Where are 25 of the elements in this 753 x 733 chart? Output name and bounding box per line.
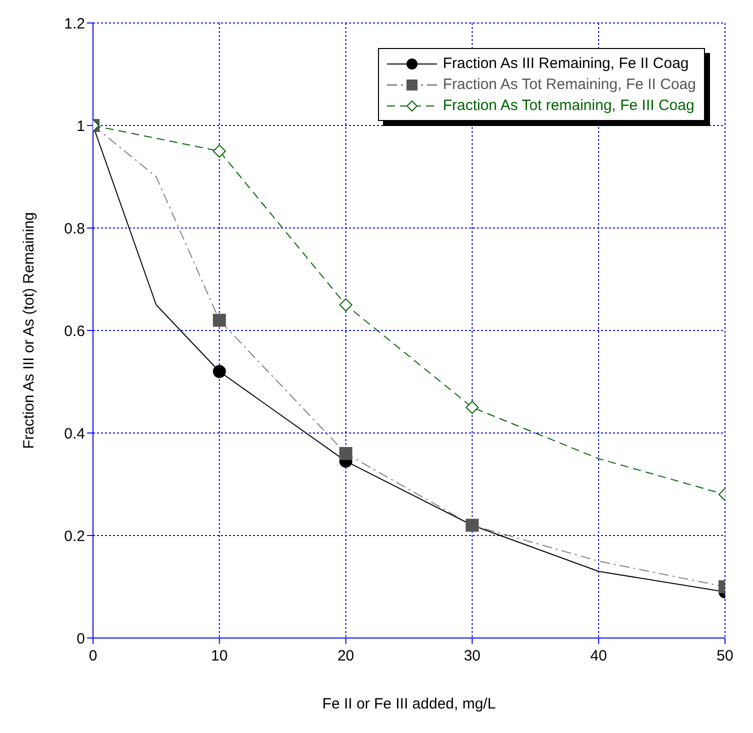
y-tick-label: 0: [76, 630, 85, 648]
y-tick-label: 0.6: [64, 322, 85, 340]
legend-label: Fraction As Tot Remaining, Fe II Coag: [442, 75, 696, 95]
point: [212, 314, 226, 327]
legend-label: Fraction As Tot remaining, Fe III Coag: [442, 96, 694, 116]
x-tick-label: 30: [464, 648, 481, 665]
x-tick-label: 20: [337, 648, 354, 665]
x-tick-label: 50: [716, 648, 734, 665]
y-axis-title: Fraction As III or As (tot) Remaining: [20, 212, 38, 449]
y-tick-label: 0.8: [64, 220, 85, 238]
point: [212, 144, 226, 158]
point: [339, 298, 352, 312]
y-tick-label: 1: [76, 118, 85, 135]
y-tick-label: 0.2: [64, 528, 85, 545]
x-tick-label: 10: [211, 648, 228, 665]
point: [466, 400, 479, 414]
y-tick-label: 1.2: [64, 15, 85, 32]
point: [466, 518, 479, 532]
y-tick-label: 0.4: [64, 425, 85, 442]
x-tick-label: 40: [590, 648, 607, 665]
x-tick-label: 0: [88, 648, 98, 665]
legend-label: Fraction As III Remaining, Fe II Coag: [442, 54, 689, 74]
point: [212, 365, 226, 378]
point: [339, 447, 352, 460]
x-axis-title: Fe II or Fe III added, mg/L: [322, 696, 496, 713]
